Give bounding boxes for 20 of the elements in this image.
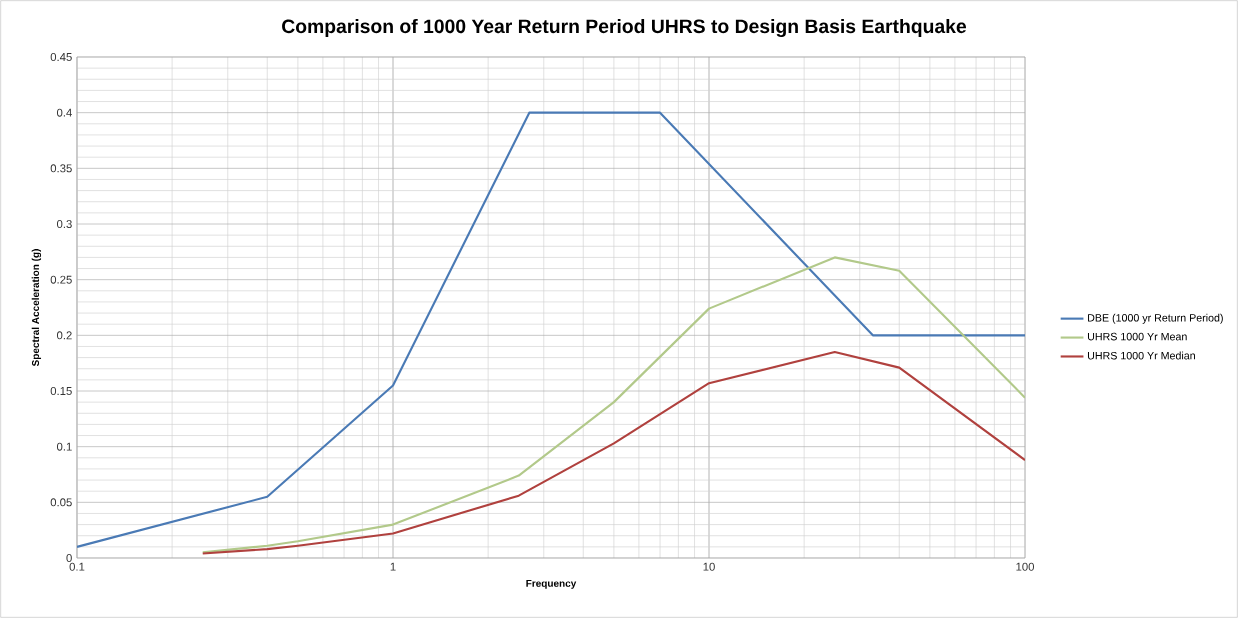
- x-tick-label: 10: [703, 562, 715, 571]
- y-tick-label: 0.45: [50, 53, 72, 62]
- x-tick-label: 100: [1016, 562, 1035, 571]
- x-tick-label: 1: [390, 562, 396, 571]
- legend-label: UHRS 1000 Yr Mean: [1087, 332, 1187, 341]
- x-axis-title: Frequency: [526, 579, 577, 589]
- y-tick-label: 0.15: [50, 387, 72, 396]
- legend-label: UHRS 1000 Yr Median: [1087, 351, 1195, 360]
- y-tick-label: 0.35: [50, 164, 72, 173]
- y-tick-label: 0.2: [56, 331, 72, 340]
- x-tick-label: 0.1: [69, 562, 85, 571]
- y-tick-label: 0: [66, 554, 72, 563]
- chart-title: Comparison of 1000 Year Return Period UHRS to Design Basis Earthquake: [282, 18, 967, 38]
- y-tick-label: 0.3: [56, 220, 72, 229]
- y-tick-label: 0.05: [50, 498, 72, 507]
- y-tick-label: 0.25: [50, 275, 72, 284]
- y-tick-label: 0.1: [56, 442, 72, 451]
- y-tick-label: 0.4: [56, 108, 72, 117]
- legend-label: DBE (1000 yr Return Period): [1088, 313, 1223, 324]
- y-axis-title: Spectral Acceleration (g): [31, 249, 42, 367]
